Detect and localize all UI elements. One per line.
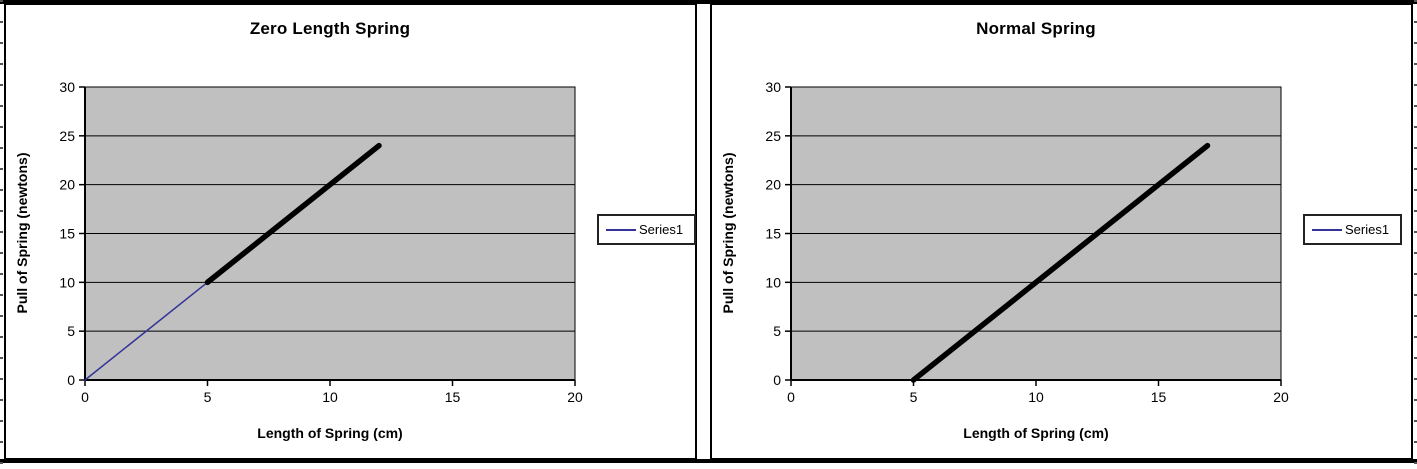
y-tick-label: 20: [765, 177, 781, 193]
y-axis-title: Pull of Spring (newtons): [14, 152, 30, 314]
y-tick-label: 20: [59, 177, 75, 193]
y-tick-label: 10: [765, 274, 781, 290]
x-tick-label: 0: [81, 389, 89, 405]
chart-panel-normal-spring: 0 5 10 15 20 25 30 0 5 10 15 20 Normal Spring Pull …: [710, 3, 1413, 460]
chart-panel-zero-length-spring: 0 5 10 15 20 25 30 0 5 10 15 20 Zero Length Spring …: [4, 3, 697, 460]
series-line: [204, 142, 382, 286]
y-tick-label: 25: [59, 128, 75, 144]
y-tick-label: 25: [765, 128, 781, 144]
x-tick-label: 15: [1151, 389, 1167, 405]
y-tick-label: 5: [773, 323, 781, 339]
series-line: [84, 281, 209, 381]
y-tick-label: 0: [67, 372, 75, 388]
x-tick-label: 15: [445, 389, 461, 405]
x-tick-label: 0: [787, 389, 795, 405]
x-axis-title: Length of Spring (cm): [257, 425, 403, 441]
y-tick-label: 15: [765, 226, 781, 242]
chart-title: Zero Length Spring: [249, 19, 411, 38]
right-edge-ruler-ticks: [1414, 0, 1417, 469]
left-edge-ruler-ticks: [0, 0, 3, 469]
legend: Series1: [597, 214, 696, 245]
x-tick-label: 10: [1028, 389, 1044, 405]
x-axis-title: Length of Spring (cm): [963, 425, 1109, 441]
y-tick-label: 10: [59, 274, 75, 290]
x-tick-label: 20: [567, 389, 583, 405]
outer-frame-bottom-border: [0, 459, 1417, 463]
zero-length-spring-plot: 0 5 10 15 20 25 30 0 5 10 15 20: [59, 79, 583, 405]
x-tick-label: 10: [322, 389, 338, 405]
outer-frame-top-border: [0, 0, 1417, 4]
legend-label: Series1: [1345, 222, 1390, 237]
legend-line-sample-icon: [1312, 228, 1342, 231]
y-tick-label: 15: [59, 226, 75, 242]
x-tick-label: 20: [1273, 389, 1289, 405]
y-tick-label: 30: [765, 79, 781, 95]
x-tick-label: 5: [204, 389, 212, 405]
y-tick-label: 30: [59, 79, 75, 95]
chart-title: Normal Spring: [976, 19, 1096, 38]
y-axis-title: Pull of Spring (newtons): [720, 152, 736, 314]
legend-label: Series1: [639, 222, 684, 237]
y-tick-label: 5: [67, 323, 75, 339]
y-tick-label: 0: [773, 372, 781, 388]
x-tick-label: 5: [910, 389, 918, 405]
normal-spring-plot: 0 5 10 15 20 25 30 0 5 10 15 20: [765, 79, 1289, 405]
legend: Series1: [1303, 214, 1402, 245]
series-line: [910, 142, 1211, 383]
legend-line-sample-icon: [606, 228, 636, 231]
